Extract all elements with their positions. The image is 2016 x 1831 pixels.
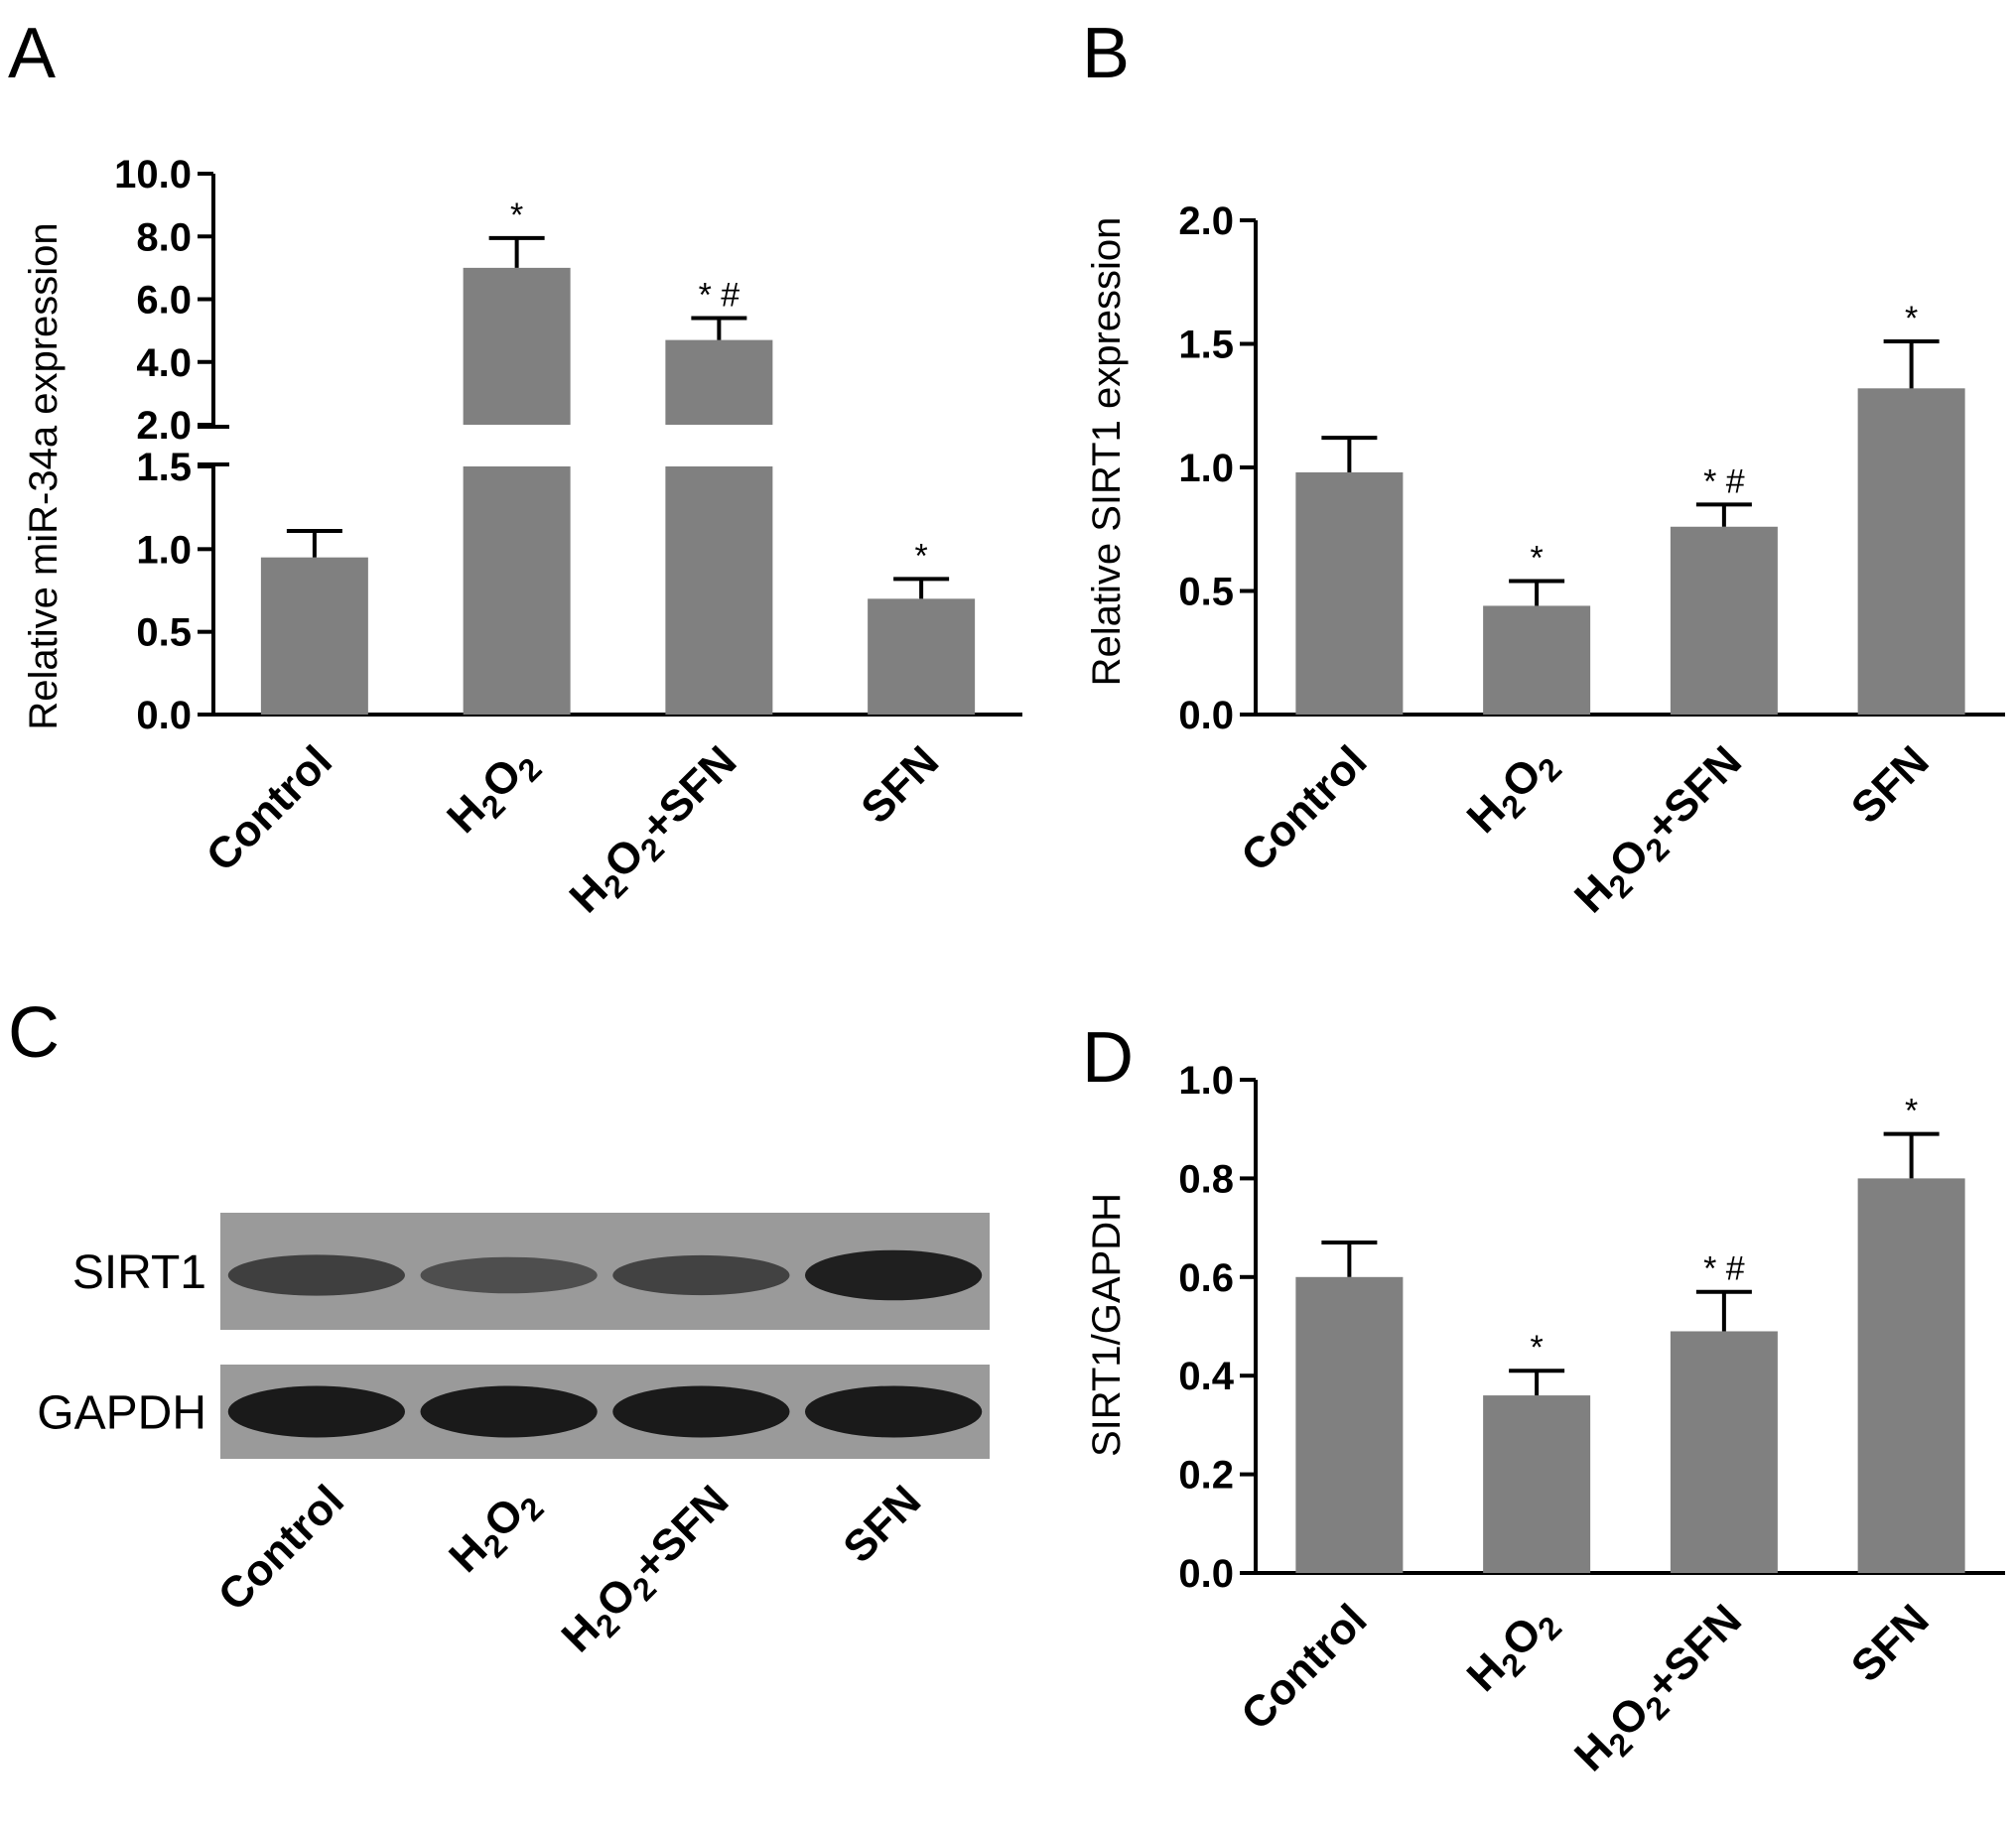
a-xtick-3: SFN [852, 736, 948, 833]
b-ytick-label-1: 0.5 [1178, 571, 1234, 614]
a-lower-ytick-label-0: 0.0 [136, 694, 192, 737]
a-lower-ytick-label-3: 1.5 [136, 446, 192, 489]
a-bar-1 [463, 267, 571, 425]
b-xtick-1: H2O2 [1458, 736, 1568, 847]
d-ytick-label-4: 0.8 [1178, 1157, 1234, 1201]
blot-band-gapdh-1 [420, 1385, 598, 1438]
b-ytick-label-4: 2.0 [1178, 199, 1234, 243]
a-xtick-0: Control [198, 736, 341, 880]
b-sig-3: * [1905, 300, 1918, 337]
c-xtick-2: H2O2+SFN [553, 1476, 743, 1666]
a-bar-2 [665, 339, 773, 425]
a-sig-1: * [510, 196, 523, 234]
a-sig-3: * [915, 537, 928, 575]
panel-letter-d: D [1082, 1018, 1134, 1098]
b-bar-3 [1857, 388, 1965, 715]
b-ytick-label-2: 1.0 [1178, 447, 1234, 490]
a-ylabel: Relative miR-34a expression [22, 222, 66, 729]
d-sig-1: * [1531, 1329, 1544, 1367]
chart-panel-b: 0.0 0.5 1.0 1.5 2.0 Control * H2O2 * # H2O2+SFN * S… [1085, 199, 2005, 927]
c-xtick-1: H2O2 [440, 1476, 550, 1586]
a-upper-ytick-label-3: 8.0 [136, 215, 192, 259]
panel-letter-c: C [8, 993, 60, 1073]
d-ytick-label-0: 0.0 [1178, 1552, 1234, 1596]
d-ylabel: SIRT1/GAPDH [1085, 1193, 1129, 1457]
a-xtick-2: H2O2+SFN [561, 736, 751, 927]
a-bar-0 [260, 557, 368, 715]
a-bar-2-lower [665, 466, 773, 715]
d-ytick-label-1: 0.2 [1178, 1454, 1234, 1498]
blot-band-sirt1-1 [420, 1256, 598, 1294]
a-bar-1-lower [463, 466, 571, 715]
blot-label-sirt1: SIRT1 [72, 1246, 206, 1299]
b-ytick-label-0: 0.0 [1178, 694, 1234, 737]
a-upper-ytick-label-2: 6.0 [136, 279, 192, 323]
b-sig-1: * [1531, 540, 1544, 578]
a-upper-ytick-label-0: 2.0 [136, 404, 192, 448]
a-sig-2: * # [699, 276, 740, 314]
blot-band-gapdh-3 [805, 1385, 983, 1438]
d-bar-2 [1670, 1331, 1778, 1573]
b-ytick-label-3: 1.5 [1178, 324, 1234, 367]
b-xtick-3: SFN [1842, 736, 1939, 833]
a-lower-ytick-label-1: 0.5 [136, 611, 192, 655]
blot-band-gapdh-0 [227, 1385, 405, 1438]
blot-band-sirt1-3 [805, 1249, 983, 1301]
b-xtick-0: Control [1232, 736, 1376, 880]
a-bar-3 [868, 598, 976, 715]
blot-band-sirt1-2 [612, 1254, 790, 1296]
a-lower-ytick-label-2: 1.0 [136, 528, 192, 572]
b-sig-2: * # [1703, 462, 1745, 500]
blot-band-sirt1-0 [227, 1254, 405, 1296]
d-ytick-label-5: 1.0 [1178, 1059, 1234, 1103]
d-bar-3 [1857, 1178, 1965, 1573]
blot-label-gapdh: GAPDH [37, 1387, 206, 1440]
d-xtick-3: SFN [1842, 1595, 1939, 1691]
d-sig-3: * [1905, 1093, 1918, 1130]
c-xtick-0: Control [209, 1476, 353, 1620]
a-xtick-1: H2O2 [438, 736, 548, 847]
d-ytick-label-2: 0.4 [1178, 1355, 1234, 1398]
d-xtick-1: H2O2 [1458, 1595, 1568, 1705]
blot-band-gapdh-2 [612, 1385, 790, 1438]
d-bar-0 [1295, 1276, 1404, 1573]
chart-panel-d: 0.0 0.2 0.4 0.6 0.8 1.0 Control * H2O2 * # H2O2+SF… [1085, 1059, 2005, 1785]
d-bar-1 [1483, 1395, 1591, 1573]
a-upper-ytick-label-4: 10.0 [114, 153, 192, 196]
c-xtick-3: SFN [834, 1476, 930, 1572]
b-bar-1 [1483, 605, 1591, 715]
d-ytick-label-3: 0.6 [1178, 1256, 1234, 1300]
d-sig-2: * # [1703, 1250, 1745, 1288]
panel-letter-a: A [8, 14, 56, 93]
b-bar-2 [1670, 526, 1778, 715]
b-xtick-2: H2O2+SFN [1565, 736, 1756, 927]
chart-panel-a: 0.0 0.5 1.0 1.52.0 4.0 6.0 8.0 10.0 Control * H2O2… [22, 153, 1022, 927]
d-xtick-0: Control [1232, 1595, 1376, 1739]
b-ylabel: Relative SIRT1 expression [1085, 217, 1129, 687]
b-bar-0 [1295, 471, 1404, 715]
a-upper-ytick-label-1: 4.0 [136, 341, 192, 385]
panel-letter-b: B [1082, 14, 1130, 93]
d-xtick-2: H2O2+SFN [1565, 1595, 1756, 1785]
